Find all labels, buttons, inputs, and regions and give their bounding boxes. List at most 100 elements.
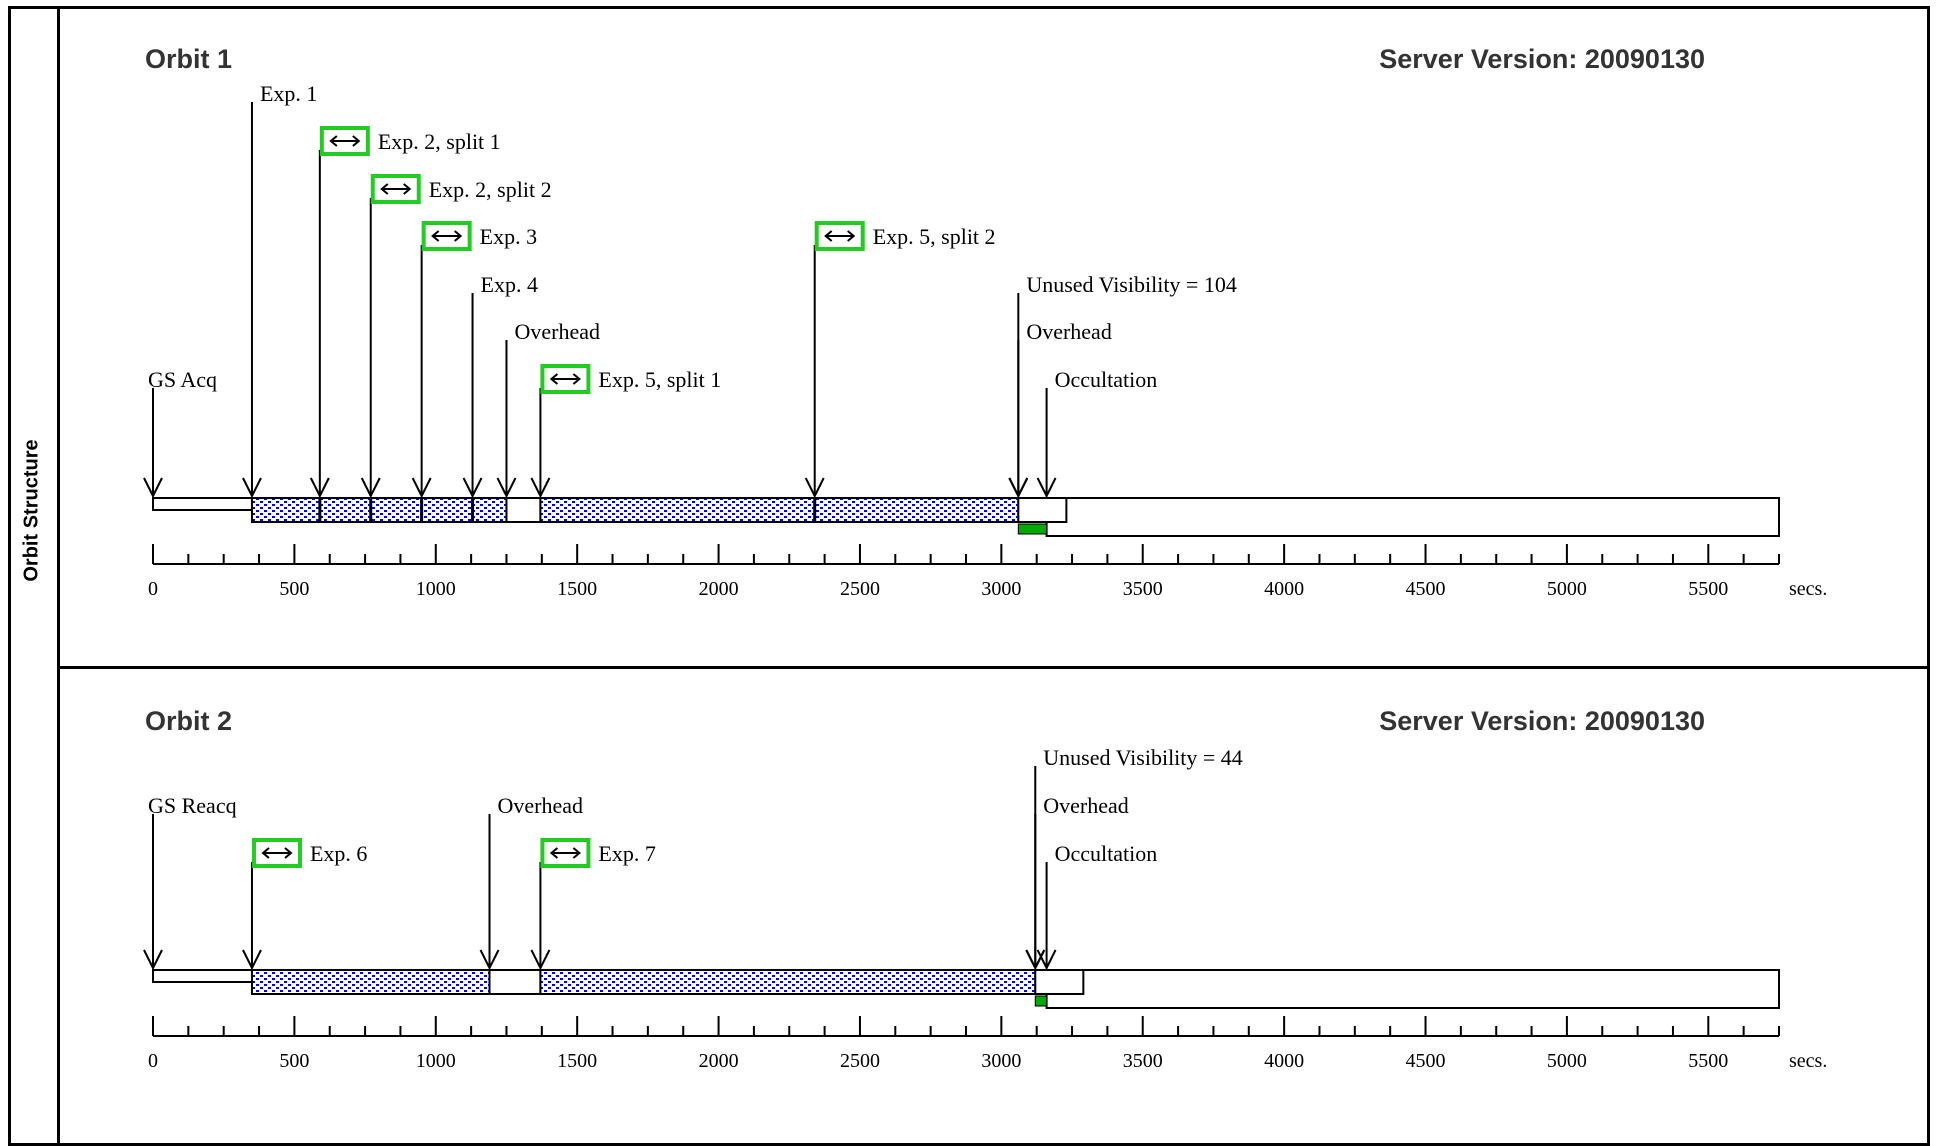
axis-tick-label: 2000 bbox=[699, 1050, 739, 1072]
annotation-arrowhead bbox=[242, 949, 262, 971]
annotation: Occultation bbox=[1036, 841, 1158, 971]
time-axis: 0 500 1000 1500 2000 2500 3000 3500 4000 4500 5000… bbox=[148, 544, 1827, 600]
annotation-arrowhead bbox=[143, 477, 163, 499]
annotation: Exp. 2, split 2 bbox=[360, 174, 552, 499]
annotation-label: Overhead bbox=[1026, 319, 1112, 344]
annotation-arrowhead bbox=[462, 477, 483, 499]
guide-star-segment bbox=[152, 969, 253, 983]
annotation: Overhead bbox=[1025, 793, 1129, 971]
annotation-label: Overhead bbox=[514, 319, 600, 344]
annotation-arrowhead bbox=[530, 949, 551, 971]
axis-tick-label: 2500 bbox=[840, 578, 880, 600]
split-icon-left-head bbox=[549, 847, 559, 859]
axis-tick-label: 5000 bbox=[1547, 1050, 1587, 1072]
annotation-arrowhead bbox=[1036, 477, 1057, 499]
overhead-segment bbox=[1034, 969, 1085, 995]
annotation: GS Reacq bbox=[143, 793, 237, 971]
annotation: Overhead bbox=[479, 793, 583, 971]
axis-tick-label: 0 bbox=[148, 1050, 158, 1072]
annotation-label: Exp. 2, split 1 bbox=[378, 129, 501, 154]
annotation-label: Overhead bbox=[1043, 793, 1129, 818]
split-icon-right-head bbox=[403, 183, 412, 195]
annotation-label: Exp. 5, split 1 bbox=[598, 367, 721, 392]
split-icon-right-head bbox=[572, 847, 581, 859]
axis-tick-label: 4500 bbox=[1406, 578, 1446, 600]
server-version: Server Version: 20090130 bbox=[1379, 706, 1705, 736]
orbit-1-group: Orbit 1 Server Version: 20090130 GS Acq Exp… bbox=[143, 44, 1827, 600]
server-version: Server Version: 20090130 bbox=[1379, 44, 1705, 74]
overhead-segment bbox=[488, 969, 542, 995]
split-icon bbox=[421, 221, 472, 251]
split-icon-right-head bbox=[847, 230, 856, 242]
annotation-label: Exp. 6 bbox=[310, 841, 367, 866]
axis-tick-label: 3000 bbox=[981, 578, 1021, 600]
exposure-segment bbox=[539, 497, 1020, 523]
annotation-label: Exp. 3 bbox=[480, 224, 537, 249]
occultation-segment bbox=[1045, 969, 1780, 1009]
split-icon-left-head bbox=[431, 230, 440, 242]
annotation-label: Exp. 2, split 2 bbox=[429, 177, 552, 202]
axis-tick-label: 4000 bbox=[1264, 1050, 1304, 1072]
split-icon bbox=[251, 838, 302, 868]
split-icon-right-head bbox=[352, 135, 361, 147]
annotation: Exp. 3 bbox=[411, 221, 537, 499]
annotation-label: Unused Visibility = 104 bbox=[1026, 272, 1237, 297]
annotation-arrowhead bbox=[143, 949, 163, 971]
overhead-segment bbox=[505, 497, 542, 523]
annotation-label: Exp. 4 bbox=[481, 272, 538, 297]
annotation: Exp. 4 bbox=[462, 272, 538, 499]
annotation: Occultation bbox=[1036, 367, 1158, 499]
split-icon-right-head bbox=[572, 373, 581, 385]
annotation-arrowhead bbox=[1036, 949, 1057, 971]
axis-tick-label: 1000 bbox=[416, 578, 456, 600]
unused-visibility-bar bbox=[1017, 523, 1048, 535]
annotation: Exp. 6 bbox=[242, 838, 367, 971]
axis-tick-label: 5000 bbox=[1547, 578, 1587, 600]
axis-tick-label: 500 bbox=[279, 578, 309, 600]
occultation-segment bbox=[1045, 497, 1780, 537]
split-icon-right-head bbox=[284, 847, 293, 859]
split-icon bbox=[540, 364, 591, 394]
axis-tick-label: 4500 bbox=[1406, 1050, 1446, 1072]
axis-tick-label: 2000 bbox=[699, 578, 739, 600]
axis-tick-label: 3500 bbox=[1123, 578, 1163, 600]
annotation: Exp. 1 bbox=[242, 81, 317, 499]
axis-tick-label: 3500 bbox=[1123, 1050, 1163, 1072]
axis-unit-label: secs. bbox=[1789, 1050, 1827, 1072]
orbit-2-group: Orbit 2 Server Version: 20090130 GS Reacq E… bbox=[143, 706, 1827, 1072]
split-icon bbox=[370, 174, 421, 204]
split-icon bbox=[540, 838, 591, 868]
annotation: Exp. 7 bbox=[530, 838, 656, 971]
axis-tick-label: 3000 bbox=[981, 1050, 1021, 1072]
axis-tick-label: 5500 bbox=[1688, 1050, 1728, 1072]
annotation-label: Occultation bbox=[1055, 367, 1158, 392]
split-icon bbox=[814, 221, 865, 251]
annotation-arrowhead bbox=[411, 477, 432, 499]
exposure-segment bbox=[250, 969, 491, 995]
exposure-segment bbox=[250, 497, 508, 523]
annotation-label: Exp. 1 bbox=[260, 81, 317, 106]
annotation: Exp. 2, split 1 bbox=[309, 126, 501, 499]
axis-tick-label: 2500 bbox=[840, 1050, 880, 1072]
annotation-label: Exp. 7 bbox=[598, 841, 655, 866]
annotation-arrowhead bbox=[479, 949, 500, 971]
annotation: Overhead bbox=[496, 319, 600, 499]
split-icon-right-head bbox=[454, 230, 463, 242]
split-icon-left-head bbox=[549, 373, 559, 385]
split-icon bbox=[319, 126, 370, 156]
time-axis: 0 500 1000 1500 2000 2500 3000 3500 4000 4500 5000… bbox=[148, 1016, 1827, 1072]
axis-tick-label: 1500 bbox=[557, 578, 597, 600]
annotation-arrowhead bbox=[242, 477, 262, 499]
annotation: GS Acq bbox=[143, 367, 217, 499]
annotation-label: Occultation bbox=[1055, 841, 1158, 866]
axis-tick-label: 0 bbox=[148, 578, 158, 600]
guide-star-segment bbox=[152, 497, 253, 511]
annotation-arrowhead bbox=[309, 477, 330, 499]
split-icon-left-head bbox=[380, 183, 389, 195]
split-icon-left-head bbox=[329, 135, 338, 147]
axis-tick-label: 1500 bbox=[557, 1050, 597, 1072]
axis-tick-label: 1000 bbox=[416, 1050, 456, 1072]
annotation-arrowhead bbox=[360, 477, 381, 499]
axis-tick-label: 500 bbox=[279, 1050, 309, 1072]
